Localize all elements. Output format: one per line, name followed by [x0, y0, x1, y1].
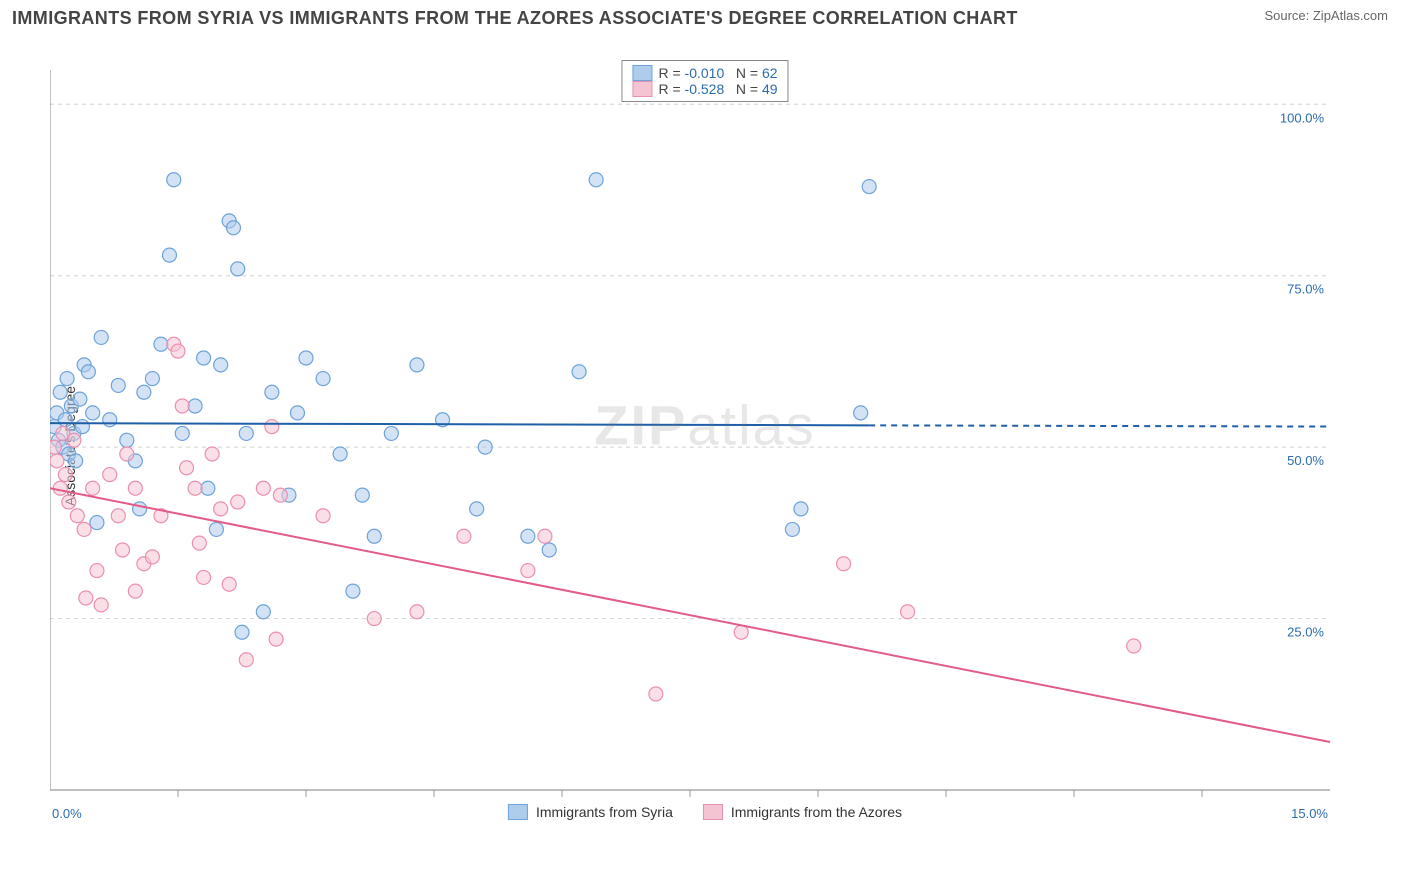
chart-title: IMMIGRANTS FROM SYRIA VS IMMIGRANTS FROM…	[12, 8, 1018, 29]
legend-label-azores: Immigrants from the Azores	[731, 804, 902, 820]
source-attribution: Source: ZipAtlas.com	[1264, 8, 1388, 23]
svg-text:75.0%: 75.0%	[1287, 282, 1324, 297]
swatch-pink	[703, 804, 723, 820]
legend-item-syria: Immigrants from Syria	[508, 804, 673, 820]
svg-text:15.0%: 15.0%	[1291, 806, 1328, 820]
legend-swatch	[632, 65, 652, 81]
svg-text:0.0%: 0.0%	[52, 806, 82, 820]
svg-text:50.0%: 50.0%	[1287, 453, 1324, 468]
series-legend: Immigrants from Syria Immigrants from th…	[508, 804, 902, 820]
svg-text:100.0%: 100.0%	[1280, 110, 1325, 125]
correlation-legend: R = -0.010 N = 62 R = -0.528 N = 49	[621, 60, 788, 102]
swatch-blue	[508, 804, 528, 820]
source-label: Source:	[1264, 8, 1312, 23]
chart-area: 25.0%50.0%75.0%100.0%0.0%15.0% ZIPatlas …	[50, 60, 1360, 820]
scatter-plot-svg: 25.0% 50.0% 75.0% 100.0% 0.0% 15.0%	[50, 60, 1360, 820]
correlation-row: R = -0.528 N = 49	[632, 81, 777, 97]
legend-swatch	[632, 81, 652, 97]
correlation-row: R = -0.010 N = 62	[632, 65, 777, 81]
legend-label-syria: Immigrants from Syria	[536, 804, 673, 820]
legend-item-azores: Immigrants from the Azores	[703, 804, 902, 820]
source-name: ZipAtlas.com	[1313, 8, 1388, 23]
svg-text:25.0%: 25.0%	[1287, 625, 1324, 640]
